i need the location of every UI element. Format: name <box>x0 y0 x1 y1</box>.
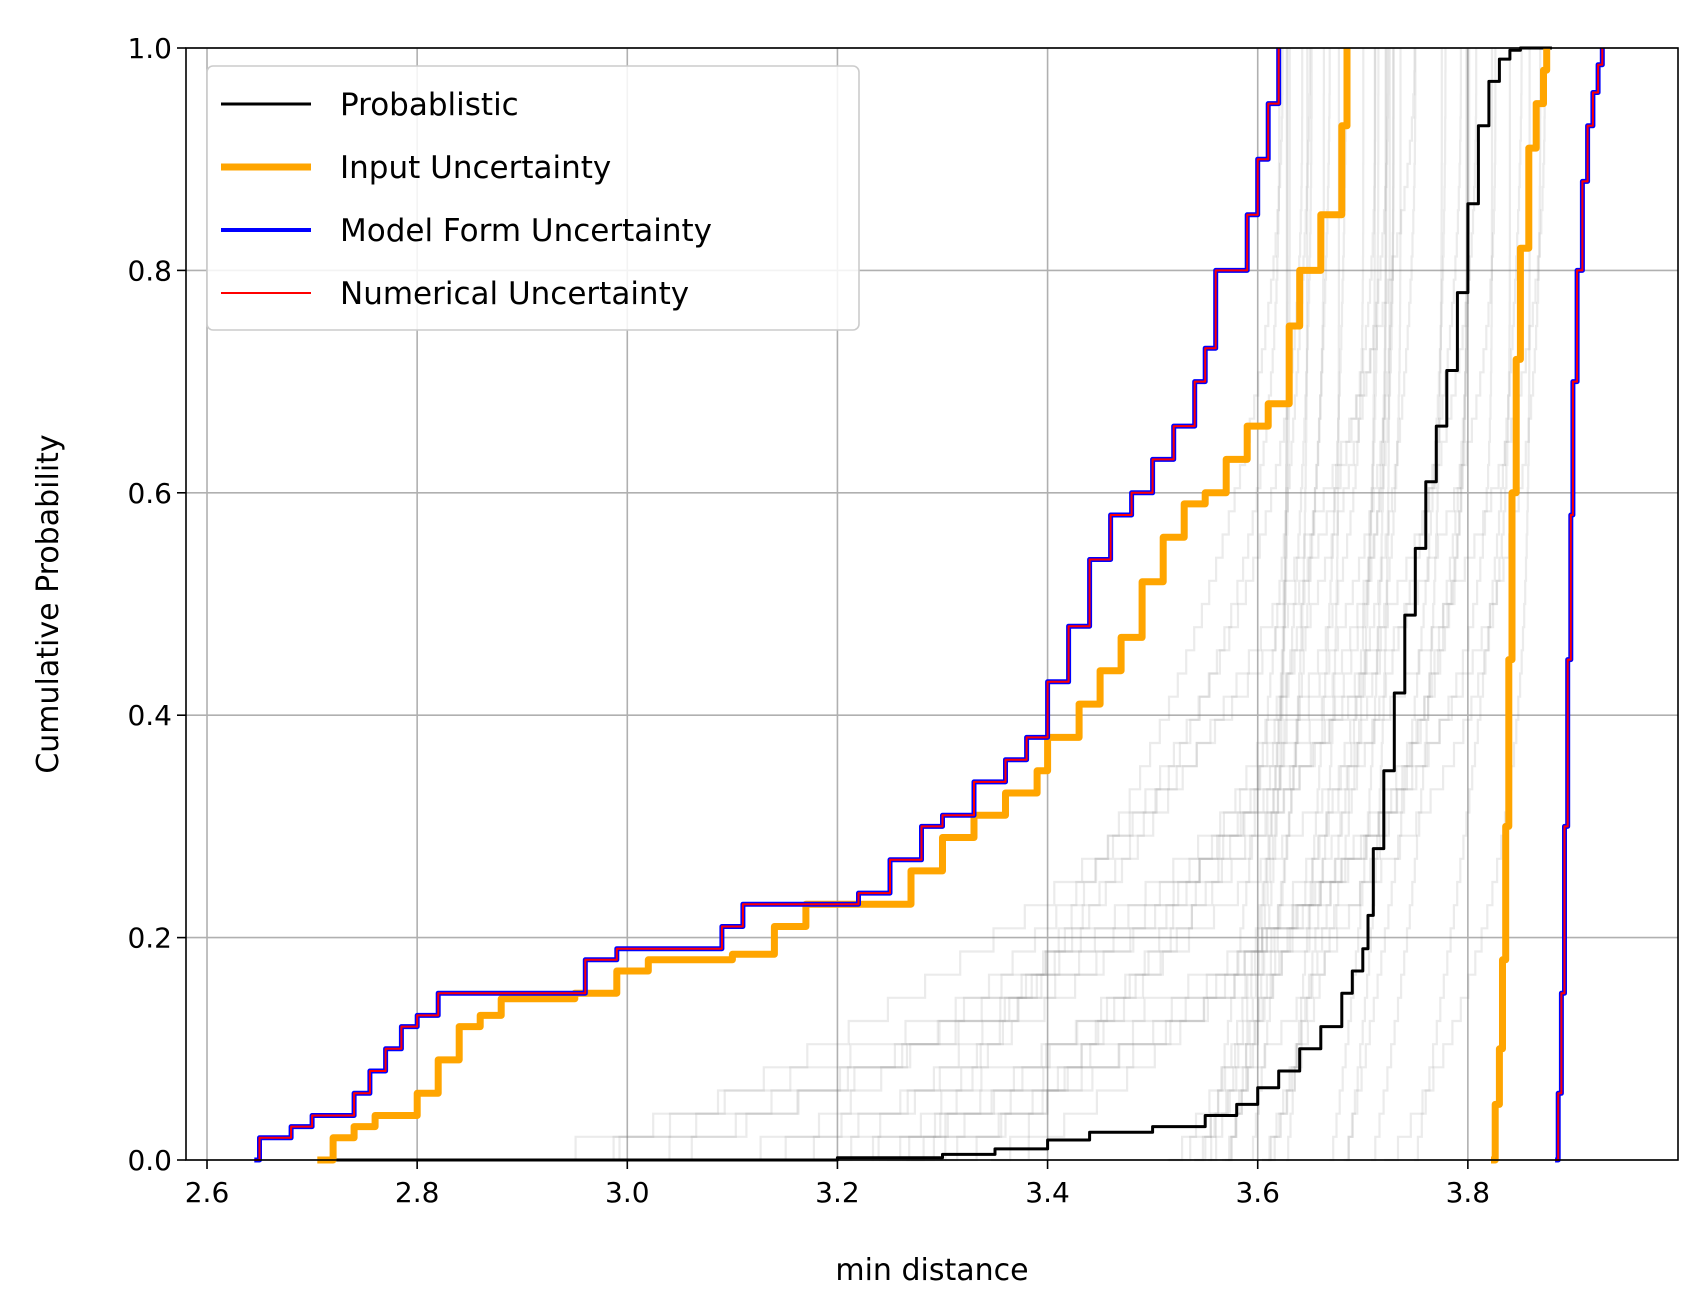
input-uncertainty-line <box>1491 48 1551 1164</box>
legend-label: Numerical Uncertainty <box>340 276 689 312</box>
background-curve <box>871 48 1546 1162</box>
y-tick-label: 1.0 <box>127 32 172 65</box>
x-tick-label: 3.8 <box>1446 1176 1491 1209</box>
x-tick-label: 2.8 <box>395 1176 440 1209</box>
y-tick-label: 0.2 <box>127 922 172 955</box>
y-axis-label: Cumulative Probability <box>31 434 66 773</box>
x-tick-label: 3.6 <box>1235 1176 1280 1209</box>
background-curve <box>766 48 1395 1162</box>
background-curve <box>1384 48 1531 1162</box>
probablistic-line <box>322 46 1552 1162</box>
legend-label: Input Uncertainty <box>340 150 611 186</box>
background-curve <box>566 48 1377 1162</box>
y-tick-label: 0.6 <box>127 477 172 510</box>
background-curve <box>1268 48 1340 1162</box>
legend-label: Probablistic <box>340 87 519 123</box>
background-curve <box>1262 48 1376 1162</box>
input-uncertainty-line <box>317 48 1351 1164</box>
legend-label: Model Form Uncertainty <box>340 213 712 249</box>
background-curve <box>991 48 1390 1162</box>
background-curve <box>1194 48 1417 1162</box>
background-curve <box>671 48 1494 1162</box>
background-curve <box>1250 48 1331 1162</box>
ticks: 2.6 2.8 3.0 3.2 3.4 3.6 3.8 0.0 0.2 0.4 0.6 0.8 1.0 <box>127 32 1490 1209</box>
x-tick-label: 3.0 <box>605 1176 650 1209</box>
background-curve <box>910 48 1542 1162</box>
x-tick-label: 3.4 <box>1025 1176 1070 1209</box>
background-curve <box>1413 48 1523 1162</box>
background-curve <box>598 48 1395 1162</box>
background-curve <box>990 48 1402 1162</box>
series-group <box>254 46 1605 1164</box>
background-curve <box>1370 48 1443 1162</box>
plot-frame <box>185 47 1679 1161</box>
x-tick-label: 3.2 <box>815 1176 860 1209</box>
y-tick-label: 0.0 <box>127 1144 172 1177</box>
background-curve <box>634 48 1497 1162</box>
legend-box <box>206 65 860 331</box>
background-curve <box>902 48 1478 1162</box>
background-curve <box>1262 48 1380 1162</box>
background-curve <box>1329 48 1388 1162</box>
background-curve <box>1343 48 1447 1162</box>
background-curve <box>523 48 1387 1162</box>
background-curve <box>820 48 1281 1162</box>
y-tick-label: 0.8 <box>127 254 172 287</box>
background-curve <box>1222 48 1309 1162</box>
background-curve <box>805 48 1468 1162</box>
background-curve <box>879 48 1416 1162</box>
numerical-uncertainty-line <box>1555 48 1604 1161</box>
legend: Probablistic Input Uncertainty Model Form … <box>206 65 860 331</box>
background-curve <box>491 48 1365 1162</box>
background-curve <box>1345 48 1391 1162</box>
background-curve <box>945 48 1325 1162</box>
background-curve <box>802 48 1511 1162</box>
background-curve <box>1228 48 1313 1162</box>
background-curve <box>906 48 1284 1162</box>
background-curve <box>887 48 1468 1162</box>
background-curve <box>1285 48 1347 1162</box>
x-axis-label: min distance <box>835 1253 1028 1288</box>
background-curve <box>1207 48 1312 1162</box>
x-tick-label: 2.6 <box>185 1176 230 1209</box>
numerical-uncertainty-line <box>254 48 1280 1161</box>
y-tick-label: 0.4 <box>127 699 172 732</box>
background-curve <box>750 48 1304 1162</box>
